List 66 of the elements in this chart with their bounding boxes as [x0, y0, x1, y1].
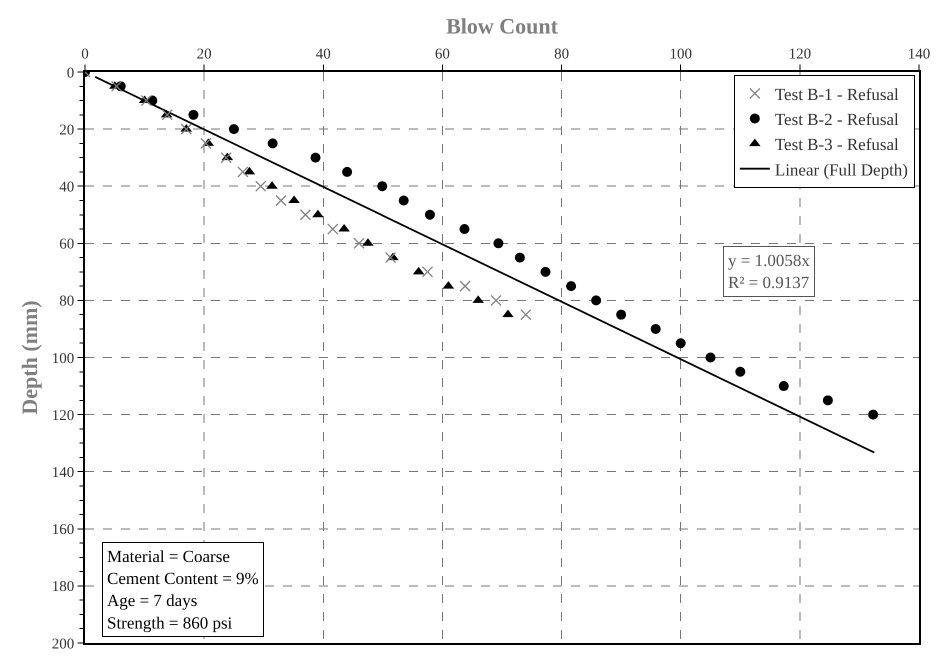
- point: [398, 195, 409, 206]
- point: [327, 223, 338, 235]
- y-tick-label: 80: [59, 294, 74, 310]
- point: [493, 238, 504, 248]
- legend-label: Test B-3 - Refusal: [774, 135, 900, 154]
- point: [735, 366, 746, 377]
- point: [459, 224, 470, 234]
- y-tick-label: 40: [59, 179, 74, 196]
- annotation: Material = Coarse Cement Content = 9% Age = 7 days Strength = 860 psi: [107, 547, 259, 632]
- x-tick-label: 40: [316, 46, 331, 62]
- point: [342, 166, 352, 177]
- point: [591, 295, 602, 306]
- point: [310, 152, 321, 163]
- annotation: y = 1.0058x R² = 0.9137: [728, 251, 810, 292]
- x-tick-label: 20: [196, 46, 212, 62]
- point: [778, 381, 789, 392]
- point: [200, 138, 212, 150]
- legend-label: Linear (Full Depth): [774, 160, 908, 180]
- point: [220, 152, 232, 164]
- point: [514, 252, 525, 263]
- y-tick-label: 60: [59, 236, 74, 253]
- legend-label: Test B-2 - Refusal: [774, 110, 900, 130]
- point: [822, 395, 833, 406]
- point: [566, 281, 576, 292]
- point: [300, 209, 312, 220]
- point: [616, 310, 626, 320]
- y-tick-label: 200: [52, 636, 74, 652]
- x-tick-label: 120: [788, 46, 812, 62]
- point: [180, 123, 192, 135]
- y-tick-label: 20: [59, 122, 74, 138]
- x-tick-label: 60: [434, 46, 450, 62]
- x-tick-label: 80: [554, 46, 570, 62]
- y-tick-label: 100: [52, 350, 74, 367]
- point: [275, 194, 287, 206]
- y-tick-label: 180: [52, 579, 74, 596]
- point: [676, 338, 686, 348]
- point: [422, 266, 434, 278]
- point: [868, 410, 878, 420]
- point: [162, 109, 173, 120]
- point: [255, 180, 266, 192]
- point: [540, 266, 550, 277]
- y-tick-label: 140: [52, 464, 74, 481]
- point: [650, 324, 661, 334]
- x-axis-title: Blow Count: [446, 14, 559, 39]
- point: [706, 352, 716, 362]
- legend-label: Test B-1 - Refusal: [774, 85, 900, 104]
- point: [490, 294, 502, 306]
- point: [188, 110, 198, 120]
- point: [110, 80, 122, 92]
- y-tick-label: 0: [66, 65, 74, 82]
- x-tick-label: 140: [908, 46, 930, 62]
- point: [140, 94, 152, 106]
- x-tick-label: 0: [81, 46, 89, 62]
- point: [424, 210, 435, 220]
- point: [228, 124, 239, 134]
- point: [459, 280, 471, 292]
- point: [520, 309, 532, 320]
- point: [268, 138, 278, 148]
- point: [384, 252, 396, 264]
- y-tick-label: 120: [52, 408, 74, 424]
- x-tick-label: 100: [669, 46, 692, 62]
- y-axis-title: Depth (mm): [17, 300, 42, 415]
- point: [377, 181, 388, 192]
- point: [353, 238, 365, 249]
- y-tick-label: 160: [52, 522, 74, 538]
- point: [237, 166, 249, 178]
